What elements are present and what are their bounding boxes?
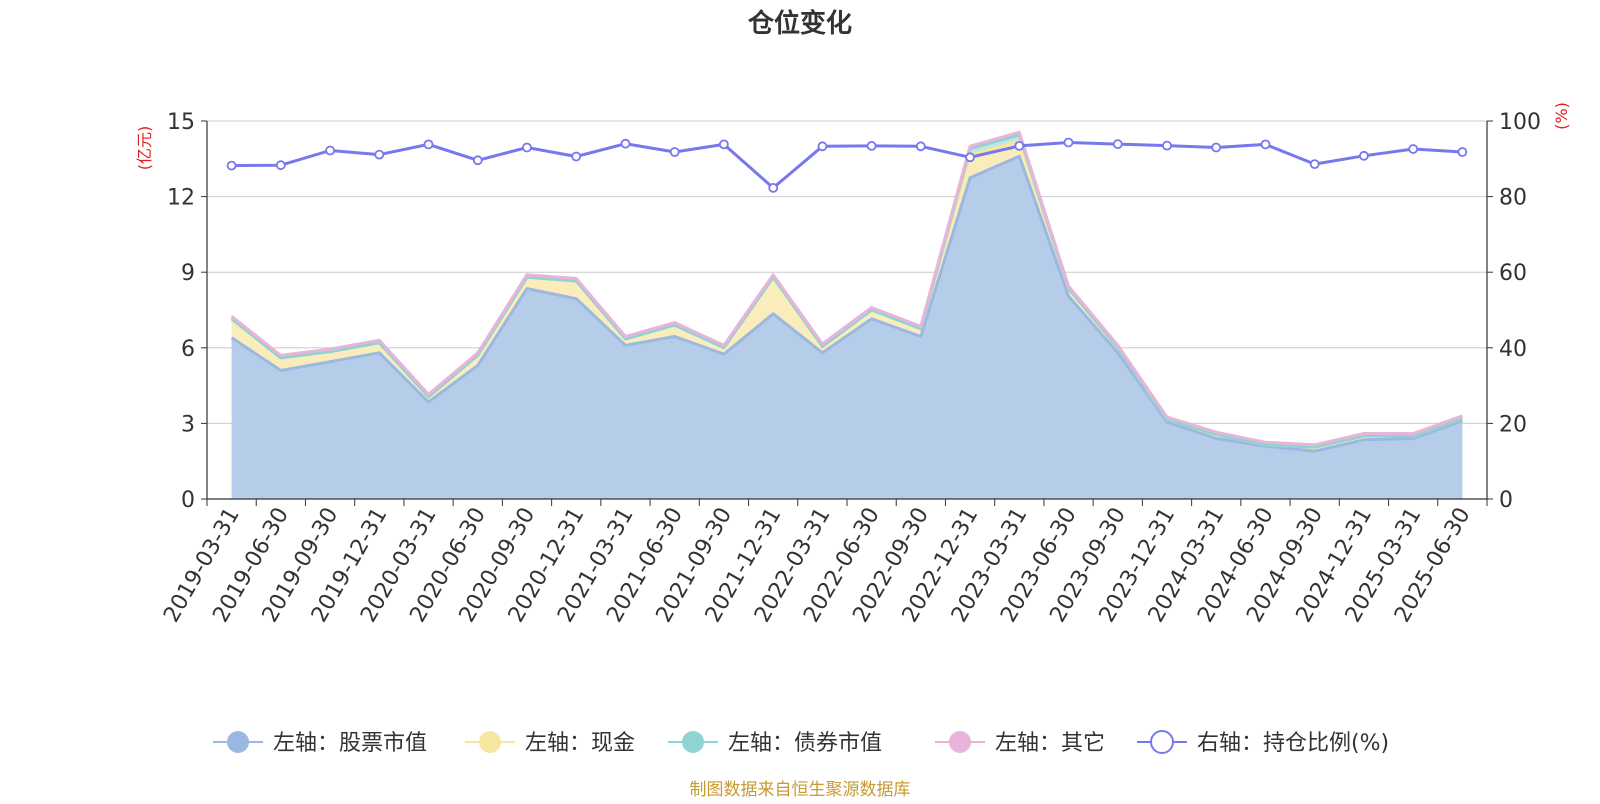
- data-point: [1408, 144, 1419, 154]
- right-axis-tick-label: 40: [1499, 337, 1527, 362]
- data-point: [866, 140, 877, 151]
- data-point: [915, 141, 926, 152]
- left-axis-tick-label: 3: [181, 412, 195, 437]
- right-axis-tick-label: 0: [1499, 488, 1513, 513]
- legend-swatch-marker: [1150, 730, 1174, 754]
- data-point: [620, 138, 631, 149]
- left-axis-tick-label: 15: [167, 110, 195, 135]
- right-axis-tick-label: 100: [1499, 110, 1541, 135]
- data-point: [965, 152, 975, 163]
- chart-title: 仓位变化: [747, 8, 852, 39]
- legend-item[interactable]: 左轴：股票市值: [213, 731, 427, 756]
- holding-ratio-line: [231, 141, 1463, 190]
- legend-label: 左轴：股票市值: [273, 731, 427, 756]
- legend-swatch-marker: [227, 731, 249, 753]
- legend-swatch-marker: [949, 731, 971, 753]
- right-axis-tick-label: 80: [1499, 186, 1527, 211]
- legend-label: 左轴：债券市值: [728, 731, 882, 756]
- data-point: [1457, 147, 1468, 157]
- left-axis-tick-label: 0: [181, 488, 195, 513]
- data-point: [768, 182, 779, 193]
- series-line: [230, 133, 1463, 449]
- data-point: [571, 151, 582, 162]
- grid-layer: [207, 120, 1487, 424]
- right-axis-tick-label: 20: [1499, 412, 1527, 437]
- legend-item[interactable]: 左轴：债券市值: [668, 731, 882, 756]
- legend-label: 左轴：现金: [525, 731, 635, 756]
- right-axis-unit: (%): [1552, 102, 1571, 130]
- data-point: [275, 160, 286, 171]
- data-point: [374, 149, 385, 160]
- area-layer: [230, 130, 1463, 500]
- legend-swatch-marker: [682, 731, 704, 753]
- left-axis-tick-label: 12: [167, 186, 195, 211]
- legend[interactable]: 左轴：股票市值 左轴：现金 左轴：债券市值 左轴：其它 右轴：持仓比例(%): [213, 730, 1389, 756]
- legend-label: 右轴：持仓比例(%): [1197, 731, 1389, 756]
- data-point: [226, 160, 237, 171]
- data-point: [1112, 139, 1123, 150]
- area-fill: [231, 156, 1463, 500]
- series-line: [230, 130, 1463, 447]
- series-line: [230, 154, 1463, 453]
- data-point: [669, 147, 680, 157]
- legend-label: 左轴：其它: [995, 731, 1105, 756]
- line-layer: [226, 137, 1468, 193]
- data-point: [817, 141, 828, 152]
- legend-item[interactable]: 右轴：持仓比例(%): [1137, 730, 1389, 756]
- legend-item[interactable]: 左轴：其它: [935, 731, 1105, 756]
- left-axis-tick-label: 6: [181, 337, 195, 362]
- data-point: [472, 155, 483, 166]
- data-point: [423, 139, 434, 150]
- left-axis-unit: (亿元): [135, 126, 154, 171]
- legend-swatch-marker: [479, 731, 501, 753]
- data-point: [1359, 150, 1369, 161]
- left-axis-tick-label: 9: [181, 261, 195, 286]
- data-point: [522, 142, 532, 153]
- right-axis-tick-label: 60: [1499, 261, 1527, 286]
- data-point: [719, 139, 729, 150]
- data-point: [1162, 140, 1172, 151]
- data-point: [1211, 142, 1222, 153]
- data-point: [1063, 137, 1074, 148]
- data-point: [325, 145, 336, 156]
- source-note: 制图数据来自恒生聚源数据库: [690, 780, 911, 800]
- data-point: [1260, 139, 1271, 150]
- legend-item[interactable]: 左轴：现金: [465, 731, 635, 756]
- data-point: [1309, 159, 1320, 170]
- data-point: [1014, 140, 1025, 151]
